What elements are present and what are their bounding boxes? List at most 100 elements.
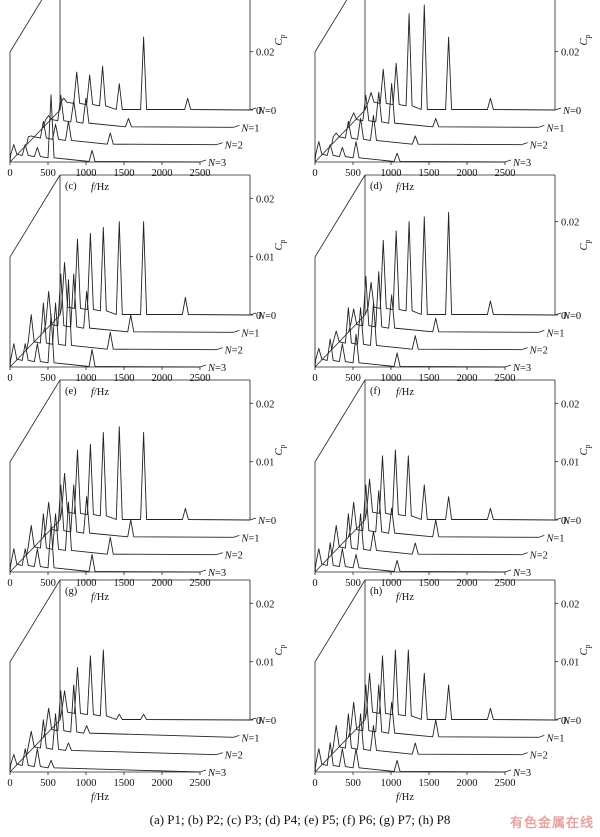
series-trace-N-3 xyxy=(9,524,201,573)
y-tick-label: 0.02 xyxy=(256,48,274,59)
series-label: N=3 xyxy=(512,768,531,779)
x-axis-label: f/Hz xyxy=(91,792,109,803)
chart-panel-h: 0 500 1000 1500 2000 2500 f/Hz 0 0.01 0.02 Cp (h) N=… xyxy=(312,579,592,803)
x-tick-label: 2000 xyxy=(152,578,173,589)
series-trace-N-1 xyxy=(347,684,539,738)
series-baseline-tick xyxy=(538,734,545,738)
y-tick-label: 0 xyxy=(561,516,566,527)
panel-label: (g) xyxy=(65,586,78,597)
series-baseline-tick xyxy=(233,329,240,333)
series-trace-N-3 xyxy=(9,314,201,368)
left-top-edge xyxy=(9,0,43,53)
y-axis-label: Cp xyxy=(274,644,287,655)
x-tick-label: 0 xyxy=(312,578,317,589)
panel-label: (e) xyxy=(65,386,77,397)
left-top-edge xyxy=(314,174,366,258)
series-label: N=3 xyxy=(512,568,531,579)
x-tick-label: 1500 xyxy=(419,373,440,384)
series-label: N=2 xyxy=(224,551,243,562)
y-axis-label: Cp xyxy=(579,444,592,455)
series-baseline-tick xyxy=(199,569,207,573)
y-tick-label: 0.02 xyxy=(561,399,579,410)
series-baseline-tick xyxy=(199,159,207,163)
series-trace-N-3 xyxy=(314,333,506,368)
panel-label: (c) xyxy=(65,181,77,192)
series-label: N=0 xyxy=(562,516,581,527)
y-axis-label: Cp xyxy=(274,444,287,455)
x-tick-label: 2500 xyxy=(495,578,516,589)
series-trace-N-2 xyxy=(331,513,522,556)
series-trace-N-0 xyxy=(59,426,251,521)
chart-panel-g: 0 500 1000 1500 2000 2500 f/Hz 0 0.01 0.02 Cp (g) N=… xyxy=(7,579,287,803)
series-trace-N-2 xyxy=(26,279,217,351)
series-baseline-tick xyxy=(216,347,223,351)
chart-panel-b: 05001000150020002500f/Hz0.020.04Cp(b)N=0… xyxy=(312,0,592,193)
x-tick-label: 2000 xyxy=(152,373,173,384)
series-label: N=0 xyxy=(562,311,581,322)
series-baseline-tick xyxy=(249,517,257,521)
x-tick-label: 2500 xyxy=(190,373,211,384)
series-label: N=1 xyxy=(545,733,564,744)
y-tick-label: 0.02 xyxy=(561,599,579,610)
x-tick-label: 500 xyxy=(40,373,56,384)
series-label: N=2 xyxy=(224,141,243,152)
series-trace-N-2 xyxy=(26,501,217,556)
series-trace-N-3 xyxy=(314,542,506,573)
series-label: N=3 xyxy=(512,158,531,169)
y-tick-label: 0.01 xyxy=(256,658,274,669)
x-tick-label: 500 xyxy=(345,578,361,589)
x-tick-label: 0 xyxy=(7,373,12,384)
x-tick-label: 2000 xyxy=(152,778,173,789)
series-trace-N-1 xyxy=(347,271,539,333)
series-baseline-tick xyxy=(521,552,528,556)
x-axis-label: f/Hz xyxy=(91,592,109,603)
left-top-edge xyxy=(314,0,348,53)
series-trace-N-0 xyxy=(364,211,556,316)
y-tick-label: 0.02 xyxy=(561,48,579,59)
series-label: N=1 xyxy=(545,533,564,544)
series-baseline-tick xyxy=(504,364,512,368)
series-label: N=0 xyxy=(257,516,276,527)
chart-panel-f: 0 500 1000 1500 2000 2500 f/Hz 0 0.01 0.02 Cp (f) N=… xyxy=(312,379,592,603)
x-tick-label: 0 xyxy=(312,778,317,789)
series-baseline-tick xyxy=(538,329,545,333)
series-trace-N-1 xyxy=(347,484,539,538)
y-tick-label: 0.01 xyxy=(256,458,274,469)
series-label: N=3 xyxy=(207,768,226,779)
x-tick-label: 1000 xyxy=(381,578,402,589)
y-tick-label: 0.01 xyxy=(561,458,579,469)
series-baseline-tick xyxy=(199,364,207,368)
watermark: 有色金属在线 xyxy=(509,816,594,831)
y-tick-label: 0.01 xyxy=(561,658,579,669)
x-axis-label: f/Hz xyxy=(396,387,414,398)
series-baseline-tick xyxy=(249,717,257,721)
series-trace-N-0 xyxy=(364,649,556,721)
series-baseline-tick xyxy=(216,552,223,556)
series-label: N=2 xyxy=(224,751,243,762)
x-tick-label: 2000 xyxy=(457,778,478,789)
x-axis-label: f/Hz xyxy=(396,182,414,193)
series-label: N=0 xyxy=(257,716,276,727)
y-axis-label: Cp xyxy=(579,34,592,45)
left-top-edge xyxy=(9,174,61,258)
series-trace-N-1 xyxy=(42,273,234,333)
series-trace-N-1 xyxy=(347,83,539,128)
series-trace-N-0 xyxy=(59,649,251,721)
y-tick-label: 0 xyxy=(561,311,566,322)
x-tick-label: 500 xyxy=(40,778,56,789)
series-trace-N-0 xyxy=(364,4,556,111)
panel-label: (d) xyxy=(370,181,383,192)
x-tick-label: 1000 xyxy=(381,778,402,789)
series-label: N=1 xyxy=(240,533,259,544)
panel-label: (f) xyxy=(370,386,381,397)
series-label: N=0 xyxy=(562,106,581,117)
series-trace-N-1 xyxy=(42,94,234,128)
x-tick-label: 1500 xyxy=(419,778,440,789)
series-baseline-tick xyxy=(521,752,528,756)
series-label: N=1 xyxy=(545,328,564,339)
series-label: N=0 xyxy=(257,311,276,322)
y-tick-label: 0 xyxy=(256,106,261,117)
x-tick-label: 1000 xyxy=(76,373,97,384)
